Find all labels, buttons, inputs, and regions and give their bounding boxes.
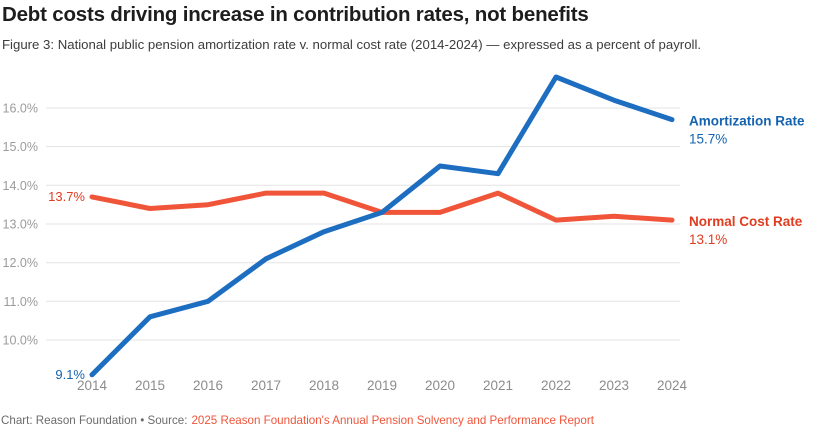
y-tick-label: 12.0% [3,256,38,270]
line-chart-plot: 16.0% 15.0% 14.0% 13.0% 12.0% 11.0% 10.0% 2014 2… [0,63,832,403]
y-tick-label: 11.0% [3,295,38,309]
start-value-label-normal-cost-rate: 13.7% [48,189,85,204]
y-tick-label: 15.0% [3,140,38,154]
x-tick-label: 2016 [193,378,223,393]
x-tick-label: 2020 [425,378,455,393]
footer-credit: Chart: Reason Foundation • Source: 2025 R… [1,413,831,428]
x-tick-label: 2023 [599,378,629,393]
series-line-amortization-rate [89,74,675,378]
x-tick-label: 2021 [483,378,513,393]
y-tick-label: 14.0% [3,179,38,193]
y-tick-label: 13.0% [3,218,38,232]
legend-end-value-amortization-rate: 15.7% [689,132,727,147]
x-tick-label: 2019 [367,378,397,393]
y-tick-label: 10.0% [3,334,38,348]
footer-credit-text: Chart: Reason Foundation • Source: [1,414,188,427]
x-tick-label: 2022 [541,378,571,393]
start-value-label-amortization-rate: 9.1% [55,367,85,382]
x-tick-label: 2024 [657,378,688,393]
legend-end-value-normal-cost-rate: 13.1% [689,232,727,247]
x-tick-label: 2018 [309,378,339,393]
y-tick-label: 16.0% [3,102,38,116]
legend-name-amortization-rate: Amortization Rate [689,114,805,129]
legend-name-normal-cost-rate: Normal Cost Rate [689,214,803,229]
source-link[interactable]: 2025 Reason Foundation's Annual Pension … [191,414,594,427]
line-chart-svg: 16.0% 15.0% 14.0% 13.0% 12.0% 11.0% 10.0% 2014 2… [3,74,805,393]
chart-card: Debt costs driving increase in contribut… [0,3,832,438]
x-tick-label: 2017 [251,378,281,393]
chart-title: Debt costs driving increase in contribut… [2,3,589,26]
x-tick-label: 2015 [135,378,165,393]
chart-subtitle: Figure 3: National public pension amorti… [2,36,702,52]
series-line-normal-cost-rate [89,190,675,223]
x-tick-label: 2014 [77,378,108,393]
